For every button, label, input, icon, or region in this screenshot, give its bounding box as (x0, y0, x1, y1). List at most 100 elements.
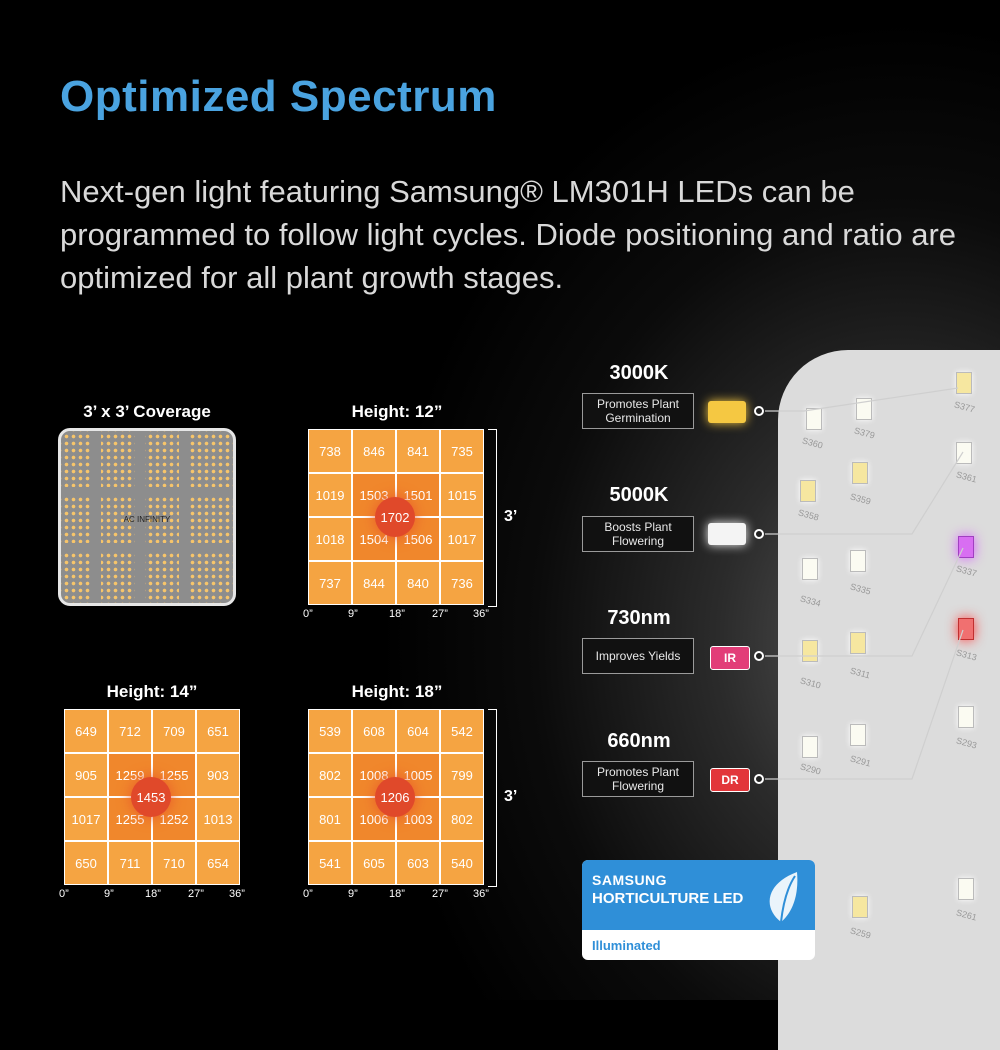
side-bracket-18 (488, 709, 497, 887)
ppfd-cell: 1504 (352, 517, 396, 561)
x-tick: 27” (432, 888, 448, 900)
ppfd-cell: 654 (196, 841, 240, 885)
led-diode (850, 724, 866, 746)
badge-brand: SAMSUNG (592, 872, 668, 888)
peak-value-18: 1206 (375, 777, 415, 817)
ppfd-cell: 802 (308, 753, 352, 797)
spectrum-head-3000k: 3000K (609, 362, 669, 384)
x-tick: 9” (104, 888, 114, 900)
connector-dot (754, 651, 764, 661)
peak-value-12: 1702 (375, 497, 415, 537)
x-tick: 27” (432, 608, 448, 620)
connector-dot (754, 774, 764, 784)
ppfd-cell: 710 (152, 841, 196, 885)
badge-subtitle: HORTICULTURE LED (592, 890, 744, 907)
ppfd-cell: 1255 (152, 753, 196, 797)
x-tick: 9” (348, 888, 358, 900)
chart-18-title: Height: 18” (351, 682, 443, 701)
connector-line-3000k-led (803, 387, 959, 412)
connector-dot (754, 406, 764, 416)
led-diode (850, 550, 866, 572)
ppfd-cell: 541 (308, 841, 352, 885)
x-tick: 18” (389, 888, 405, 900)
ppfd-cell: 649 (64, 709, 108, 753)
led-board: S377 S379 S360 S361 S359 S358 S337 S335 … (778, 350, 1000, 1050)
ppfd-cell: 1013 (196, 797, 240, 841)
ppfd-cell: 712 (108, 709, 152, 753)
intro-text: Next-gen light featuring Samsung® LM301H… (60, 174, 957, 295)
ppfd-cell: 608 (352, 709, 396, 753)
chip-5000k (708, 523, 746, 545)
samsung-badge: SAMSUNG HORTICULTURE LED Illuminated (582, 860, 815, 960)
x-tick: 36” (229, 888, 245, 900)
ppfd-cell: 735 (440, 429, 484, 473)
spectrum-desc-3000k: Promotes Plant Germination (582, 393, 694, 429)
page-title: Optimized Spectrum (60, 72, 497, 121)
coverage-title: 3’ x 3’ Coverage (83, 402, 211, 421)
connector-line-5000k (765, 451, 964, 535)
led-diode (958, 706, 974, 728)
ppfd-cell: 1501 (396, 473, 440, 517)
led-diode (852, 896, 868, 918)
coverage-image: AC INFINITY (58, 428, 236, 606)
badge-footer: Illuminated (592, 938, 661, 953)
x-tick: 9” (348, 608, 358, 620)
ppfd-cell: 650 (64, 841, 108, 885)
coverage-logo: AC INFINITY (123, 515, 171, 524)
ppfd-cell: 604 (396, 709, 440, 753)
led-diode (802, 736, 818, 758)
side-label-18: 3’ (504, 788, 518, 805)
spectrum-head-5000k: 5000K (609, 484, 669, 506)
ppfd-cell: 605 (352, 841, 396, 885)
leaf-icon (769, 872, 798, 923)
x-tick: 0” (303, 608, 313, 620)
ppfd-grid-12: 738 846 841 735 1019 1503 1501 1015 1018 1504 1506… (308, 429, 484, 605)
spectrum-desc-5000k: Boosts Plant Flowering (582, 516, 694, 552)
x-tick: 36” (473, 608, 489, 620)
x-tick: 36” (473, 888, 489, 900)
ppfd-cell: 1019 (308, 473, 352, 517)
connector-line-660nm (765, 629, 964, 780)
ppfd-cell: 846 (352, 429, 396, 473)
side-bracket-12 (488, 429, 497, 607)
led-diode (852, 462, 868, 484)
ppfd-cell: 1259 (108, 753, 152, 797)
chip-660nm: DR (710, 768, 750, 792)
ppfd-cell: 801 (308, 797, 352, 841)
spectrum-desc-730nm: Improves Yields (582, 638, 694, 674)
ppfd-cell: 542 (440, 709, 484, 753)
x-tick: 18” (145, 888, 161, 900)
ppfd-cell: 709 (152, 709, 196, 753)
led-diode (806, 408, 822, 430)
led-diode (856, 398, 872, 420)
ppfd-cell: 540 (440, 841, 484, 885)
x-tick: 27” (188, 888, 204, 900)
spectrum-head-730nm: 730nm (607, 607, 671, 629)
ppfd-cell: 1017 (440, 517, 484, 561)
ppfd-cell: 1015 (440, 473, 484, 517)
chip-730nm: IR (710, 646, 750, 670)
ppfd-cell: 841 (396, 429, 440, 473)
ppfd-cell: 539 (308, 709, 352, 753)
spectrum-desc-660nm: Promotes Plant Flowering (582, 761, 694, 797)
led-diode (800, 480, 816, 502)
ppfd-cell: 844 (352, 561, 396, 605)
x-tick: 0” (59, 888, 69, 900)
ppfd-cell: 651 (196, 709, 240, 753)
peak-value-14: 1453 (131, 777, 171, 817)
chart-14-title: Height: 14” (106, 682, 198, 701)
connector-dot (754, 529, 764, 539)
chart-12-title: Height: 12” (351, 402, 443, 421)
spectrum-head-660nm: 660nm (607, 730, 671, 752)
ppfd-cell: 840 (396, 561, 440, 605)
connector-line-730nm (765, 547, 964, 657)
side-label-12: 3’ (504, 508, 518, 525)
ppfd-cell: 1018 (308, 517, 352, 561)
connector-lines (765, 387, 964, 780)
ppfd-cell: 1252 (152, 797, 196, 841)
ppfd-cell: 1503 (352, 473, 396, 517)
led-diode-ir (958, 536, 974, 558)
ppfd-cell: 802 (440, 797, 484, 841)
ppfd-cell: 603 (396, 841, 440, 885)
ppfd-cell: 903 (196, 753, 240, 797)
